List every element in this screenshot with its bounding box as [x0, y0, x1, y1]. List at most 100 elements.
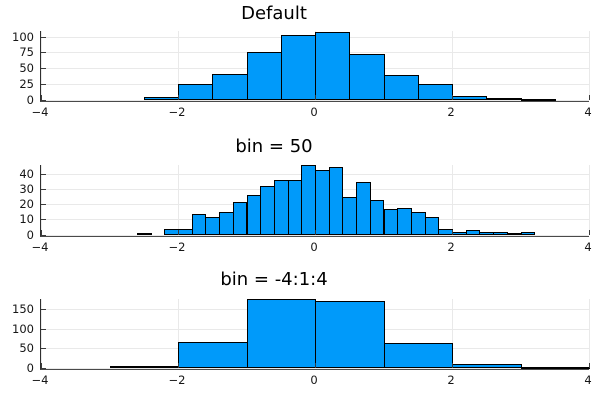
histogram-bar	[452, 95, 488, 100]
x-gridline	[588, 299, 590, 368]
histogram-bar	[486, 98, 522, 101]
y-tick-label: 75	[19, 45, 34, 60]
x-gridline	[588, 165, 590, 235]
y-tick-label: 50	[19, 341, 34, 356]
y-tick-mark	[41, 99, 46, 101]
x-gridline	[40, 165, 42, 235]
x-gridline	[451, 165, 453, 235]
histogram-bar	[191, 213, 207, 235]
x-tick-label: −2	[168, 105, 186, 119]
y-gridline	[41, 99, 589, 101]
y-tick-mark	[41, 83, 46, 85]
x-gridline	[451, 31, 453, 100]
histogram-bar	[479, 231, 495, 235]
x-tick-mark	[451, 95, 453, 100]
histogram-bar	[260, 186, 275, 235]
histogram-bar	[520, 98, 556, 101]
histogram-bar	[301, 165, 316, 235]
x-tick-label: 4	[584, 240, 592, 254]
y-tick-label: 20	[19, 197, 34, 212]
histogram-bar	[287, 180, 303, 235]
histogram-bar	[315, 32, 351, 100]
histogram-bar	[246, 51, 282, 100]
y-gridline	[41, 367, 589, 369]
x-tick-mark	[40, 95, 42, 100]
x-tick-label: 2	[447, 240, 455, 254]
histogram-bar	[383, 209, 399, 235]
y-tick-label: 25	[19, 76, 34, 91]
x-tick-mark	[588, 230, 590, 235]
x-tick-mark	[177, 363, 179, 368]
x-tick-label: 2	[447, 105, 455, 119]
histogram-bar	[452, 231, 467, 235]
histogram-bar	[424, 216, 440, 235]
y-tick-label: 150	[12, 302, 34, 317]
x-tick-label: −4	[31, 105, 49, 119]
histogram-bar	[383, 74, 419, 100]
x-tick-label: 4	[584, 105, 592, 119]
y-tick-label: 40	[19, 166, 34, 181]
x-tick-mark	[314, 95, 316, 100]
y-tick-mark	[41, 188, 46, 190]
histogram-bar	[205, 216, 221, 235]
histogram-bar	[143, 96, 179, 100]
subplot-bin-50-title: bin = 50	[235, 136, 313, 157]
histogram-bar	[136, 233, 152, 236]
x-tick-mark	[314, 230, 316, 235]
y-tick-mark	[41, 234, 46, 236]
x-tick-mark	[588, 95, 590, 100]
x-tick-mark	[451, 363, 453, 368]
y-tick-label: 10	[19, 212, 34, 227]
histogram-bar	[178, 83, 214, 100]
histogram-bar	[356, 181, 371, 235]
x-tick-label: −4	[31, 240, 49, 254]
y-tick-label: 30	[19, 181, 34, 196]
y-tick-mark	[41, 52, 46, 54]
subplot-default: Default −4 −2 0 2 4 0 25 50 75 100	[0, 0, 600, 133]
histogram-bar	[315, 169, 330, 235]
y-tick-mark	[41, 348, 46, 350]
histogram-bar	[246, 195, 262, 235]
x-gridline	[177, 299, 179, 368]
histogram-bar	[506, 233, 522, 236]
subplot-bin-range-plot-area	[40, 299, 590, 370]
x-tick-mark	[177, 230, 179, 235]
histogram-bar	[219, 212, 234, 235]
y-tick-mark	[41, 36, 46, 38]
subplot-bin-50: bin = 50 −4 −2 0 2 4 0 10 20 30 40	[0, 133, 600, 266]
x-tick-mark	[40, 230, 42, 235]
histogram-bar	[452, 364, 522, 368]
x-gridline	[451, 299, 453, 368]
y-tick-label: 0	[26, 360, 34, 375]
histogram-bar	[349, 54, 385, 100]
x-tick-label: 0	[310, 105, 318, 119]
y-tick-label: 50	[19, 61, 34, 76]
y-tick-mark	[41, 328, 46, 330]
x-gridline	[588, 31, 590, 100]
subplot-bin-50-plot-area	[40, 165, 590, 237]
x-tick-mark	[177, 95, 179, 100]
y-tick-label: 100	[12, 29, 34, 44]
histogram-bar	[109, 365, 179, 368]
x-gridline	[40, 299, 42, 368]
x-tick-label: −2	[168, 373, 186, 387]
y-tick-mark	[41, 204, 46, 206]
y-tick-mark	[41, 68, 46, 70]
x-tick-label: 0	[310, 373, 318, 387]
x-tick-label: −2	[168, 240, 186, 254]
histogram-bar	[520, 366, 590, 369]
histogram-bar	[417, 84, 453, 100]
subplot-bin-range: bin = -4:1:4 −4 −2 0 2 4 0 50 100 150	[0, 266, 600, 400]
histogram-bar	[232, 201, 248, 235]
x-tick-mark	[451, 230, 453, 235]
subplot-bin-range-title: bin = -4:1:4	[220, 269, 328, 290]
x-tick-mark	[588, 363, 590, 368]
y-tick-label: 0	[26, 92, 34, 107]
x-tick-mark	[314, 363, 316, 368]
y-tick-mark	[41, 219, 46, 221]
histogram-bar	[410, 212, 426, 235]
histogram-bar	[520, 231, 536, 235]
subplot-default-title: Default	[241, 3, 307, 24]
y-tick-mark	[41, 309, 46, 311]
